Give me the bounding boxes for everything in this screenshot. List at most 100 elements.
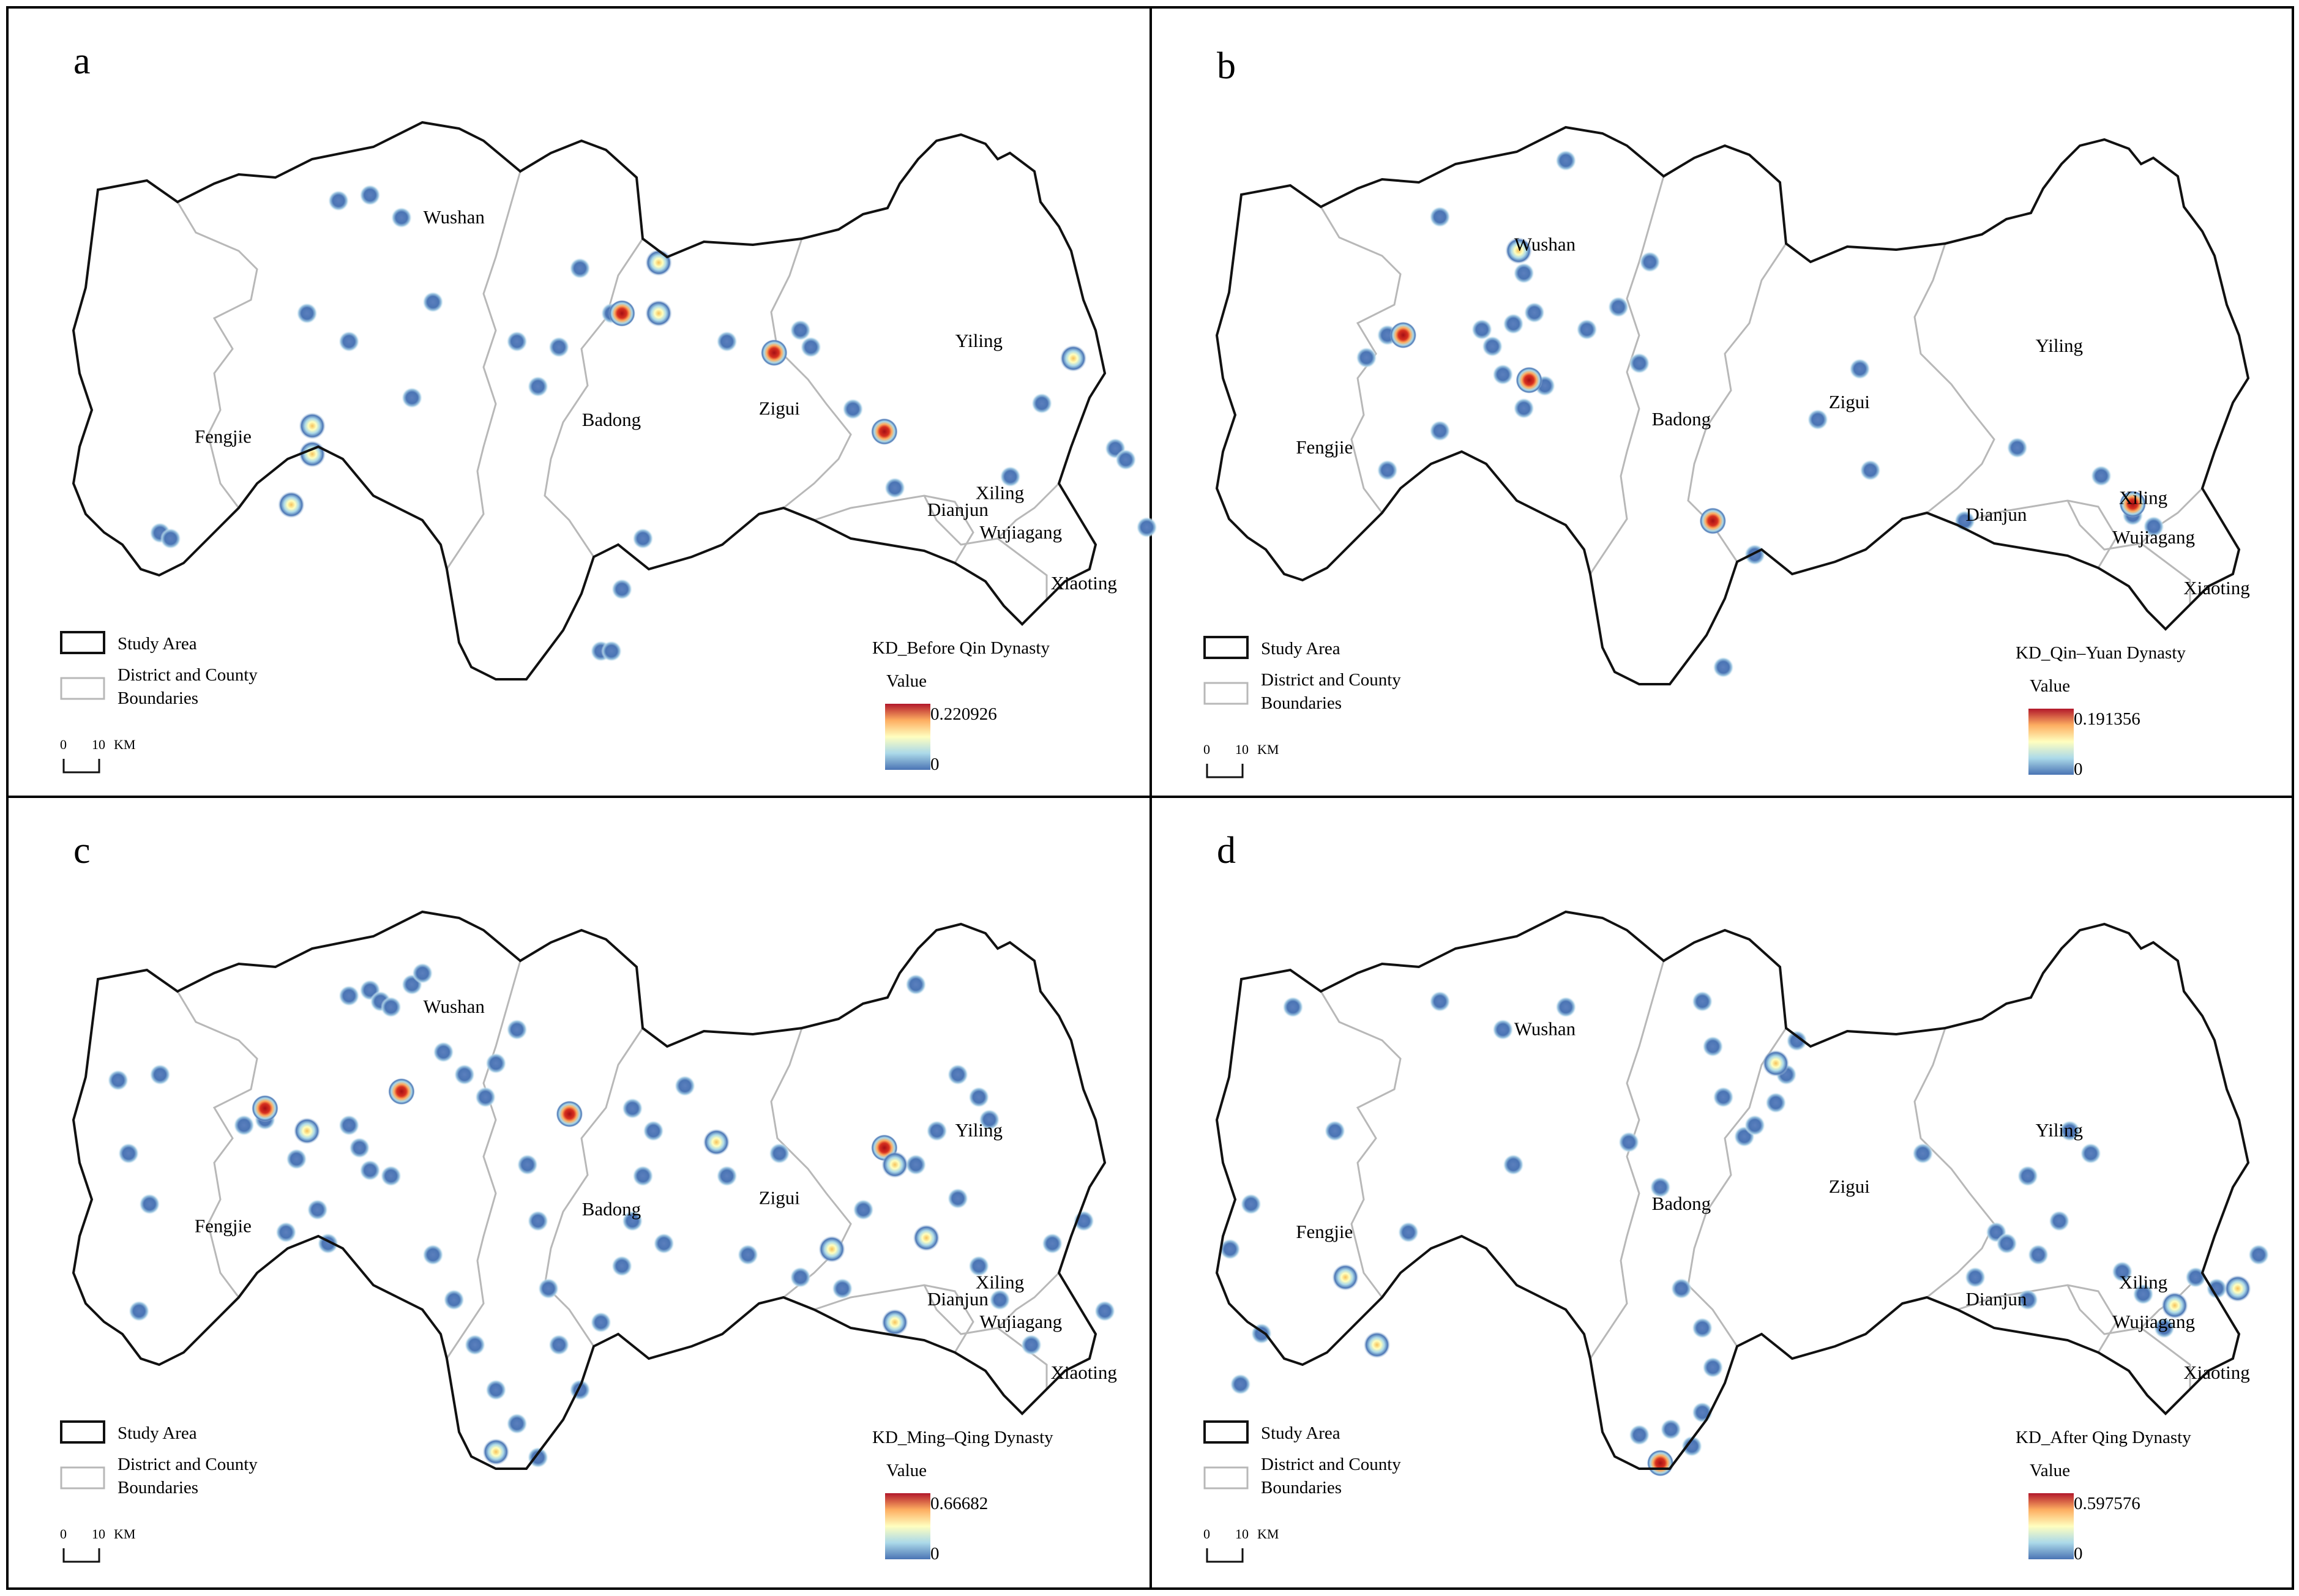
study-area-swatch [1203, 636, 1249, 659]
scale-bar-line [1206, 764, 1244, 778]
density-point [632, 1165, 654, 1187]
place-label: Fengjie [1296, 1221, 1353, 1242]
density-point [129, 1300, 150, 1322]
study-area-fill [73, 122, 1105, 679]
density-hotspot [645, 300, 673, 327]
district-label-line1: District and County [1261, 670, 1401, 690]
scale-bar-line [62, 759, 100, 774]
place-label: Fengjie [1296, 436, 1353, 458]
density-point [1555, 996, 1577, 1018]
map-legend: Study Area District and County Boundaries [1203, 1420, 1401, 1497]
density-point [632, 528, 654, 549]
density-point [905, 1154, 927, 1176]
density-legend-title: KD_Qin–Yuan Dynasty [2016, 643, 2186, 663]
density-hotspot [482, 1438, 510, 1466]
density-point [1482, 336, 1503, 357]
density-point [2049, 1210, 2070, 1232]
study-area-swatch [60, 631, 105, 654]
density-point [1744, 544, 1765, 565]
density-hotspot [1647, 1449, 1674, 1477]
density-point [107, 1070, 129, 1091]
district-swatch [60, 677, 105, 700]
study-area-label: Study Area [118, 1423, 197, 1443]
density-points [107, 963, 1115, 1468]
density-hotspot [1060, 345, 1087, 372]
density-point [1650, 1177, 1671, 1198]
density-point [2017, 1165, 2038, 1187]
panel-d-frame [1150, 796, 2294, 1590]
density-point [422, 1244, 444, 1266]
density-point [1912, 1143, 1934, 1164]
density-point [1031, 393, 1053, 414]
scale-ten: 10 [92, 737, 105, 752]
scale-ten: 10 [1235, 742, 1249, 757]
density-point [926, 1121, 948, 1141]
map-legend: Study Area District and County Boundaries [1203, 636, 1401, 713]
density-point [600, 641, 622, 662]
scale-unit: KM [114, 737, 135, 752]
density-point [1849, 358, 1871, 379]
scale-unit: KM [114, 1526, 135, 1542]
place-label: Zigui [759, 398, 801, 419]
density-hotspot [818, 1236, 846, 1263]
scale-bar-line [1206, 1548, 1244, 1563]
district-swatch [1203, 1466, 1249, 1490]
density-hotspot [2119, 490, 2147, 518]
density-point [349, 1137, 370, 1158]
density-hotspot [2161, 1292, 2188, 1319]
place-label: Badong [582, 409, 641, 430]
density-point [433, 1042, 454, 1063]
density-point [643, 1121, 664, 1141]
density-point [1786, 1030, 1807, 1051]
density-point [1860, 460, 1881, 481]
density-point [307, 1199, 328, 1220]
density-point [1639, 252, 1661, 272]
district-label-line2: Boundaries [118, 1478, 198, 1497]
density-point [1744, 1114, 1765, 1136]
min-value: 0 [2074, 1544, 2083, 1564]
place-label: Wushan [424, 206, 485, 228]
density-point [2153, 1318, 2175, 1338]
density-point [653, 1233, 675, 1254]
max-value: 0.220926 [930, 704, 997, 724]
study-area-fill [1217, 127, 2248, 684]
place-label: Badong [1652, 408, 1711, 430]
density-point [1492, 364, 1514, 385]
panel-b: b Wushan Fengjie Badong Zigui Yiling Dianjun Xi… [1203, 45, 2250, 779]
density-point [1020, 1334, 1042, 1355]
density-point [160, 528, 181, 549]
density-point [475, 1086, 496, 1108]
place-label: Fengjie [195, 426, 252, 447]
density-point [422, 291, 444, 313]
density-point [884, 477, 905, 499]
density-point [548, 337, 570, 358]
density-point [527, 1447, 548, 1468]
density-point [2112, 1261, 2133, 1282]
density-point [968, 1255, 990, 1277]
density-point [622, 1210, 643, 1232]
density-point [1219, 1239, 1241, 1260]
panel-a: aWushanFengjieBadongZiguiYilingDianjunXi… [60, 40, 1157, 774]
density-hotspot [1389, 321, 1417, 349]
density-point [2028, 1244, 2049, 1266]
district-label-line2: Boundaries [118, 688, 198, 708]
density-hotspot [1699, 507, 1727, 535]
density-point [527, 376, 548, 397]
map-area: Wushan Fengjie Badong Zigui Yiling DianjunXil… [72, 911, 1117, 1470]
place-label: Xiling [2119, 1272, 2167, 1293]
density-point [2206, 1278, 2227, 1299]
density-hotspot [870, 418, 898, 446]
density-hotspot [881, 1151, 908, 1179]
density-hotspot [1505, 237, 1533, 264]
scale-unit: KM [1257, 742, 1279, 757]
density-hotspot [387, 1078, 415, 1105]
scale-ten: 10 [92, 1526, 105, 1542]
density-point [359, 184, 381, 206]
scale-bar: 0 10 KM [1203, 1526, 1279, 1563]
density-point [1282, 996, 1304, 1018]
place-label: Dianjun [927, 499, 989, 520]
density-hotspot [277, 491, 305, 518]
place-label: Dianjun [1965, 504, 2027, 525]
density-points [149, 184, 1157, 662]
